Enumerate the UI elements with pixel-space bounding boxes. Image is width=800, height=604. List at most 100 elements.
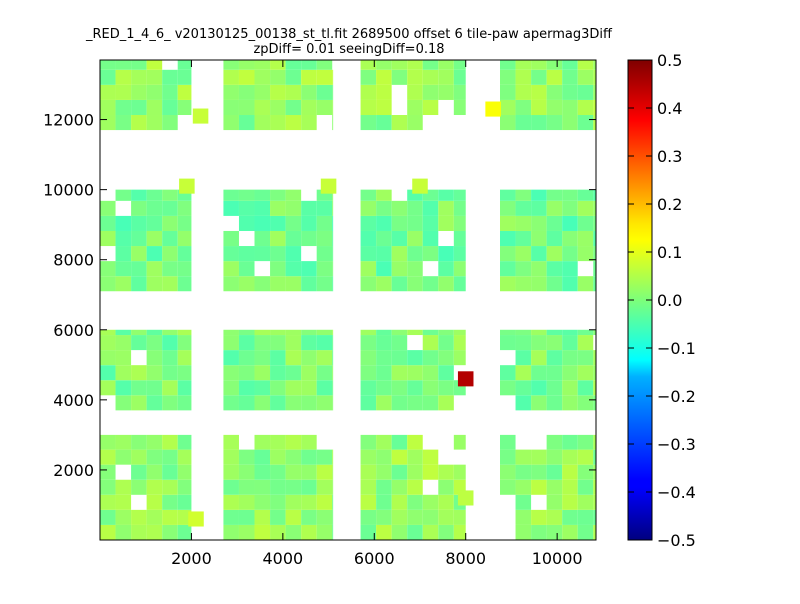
heatmap-cell — [316, 84, 333, 100]
heatmap-cell — [270, 335, 286, 351]
heatmap-cell — [177, 449, 192, 465]
heatmap-cell — [376, 200, 392, 216]
heatmap-cell — [301, 69, 317, 85]
heatmap-cell — [562, 84, 578, 100]
heatmap-cell — [285, 276, 302, 292]
heatmap-cell — [376, 434, 392, 450]
heatmap-cell — [131, 246, 147, 262]
heatmap-cell — [100, 230, 116, 247]
heatmap-cell — [301, 60, 317, 70]
heatmap-cell — [376, 99, 392, 116]
heatmap-cell — [407, 494, 423, 510]
heatmap-cell — [254, 230, 271, 247]
heatmap-cell — [146, 380, 163, 396]
heatmap-cell — [270, 230, 286, 247]
heatmap-cell — [254, 115, 271, 131]
heatmap-cell — [376, 69, 392, 85]
heatmap-cell — [162, 509, 178, 525]
heatmap-cell — [577, 494, 594, 510]
heatmap-cell — [238, 261, 255, 277]
heatmap-cell — [301, 230, 317, 247]
heatmap-cell — [531, 246, 547, 262]
heatmap-cell — [500, 479, 516, 495]
heatmap-cell — [562, 69, 578, 85]
heatmap-cell — [546, 215, 563, 231]
heatmap-cell — [131, 335, 147, 351]
heatmap-cell — [162, 449, 178, 465]
heatmap-cell — [391, 434, 408, 450]
heatmap-cell — [407, 215, 423, 231]
heatmap-cell — [577, 350, 594, 366]
heatmap-cell — [301, 365, 317, 381]
heatmap-cell — [360, 115, 377, 131]
heatmap-cell — [146, 60, 163, 70]
heatmap-cell — [162, 99, 178, 116]
heatmap-cell — [254, 350, 271, 366]
heatmap-cell — [285, 479, 302, 495]
heatmap-cell — [500, 200, 516, 216]
heatmap-cell — [546, 60, 563, 70]
heatmap-cell — [238, 494, 255, 510]
heatmap-cell — [301, 215, 317, 231]
heatmap-cell — [562, 434, 578, 450]
heatmap-cell — [223, 200, 239, 216]
heatmap-cell — [531, 276, 547, 292]
heatmap-cell — [131, 189, 147, 201]
heatmap-cell — [162, 230, 178, 247]
heatmap-cell — [223, 479, 239, 495]
heatmap-cell — [391, 509, 408, 525]
heatmap-cell — [515, 60, 532, 70]
heatmap-cell — [162, 69, 178, 85]
heatmap-cell — [177, 329, 192, 336]
heatmap-cell — [546, 276, 563, 292]
heatmap-cell — [360, 479, 377, 495]
heatmap-cell — [100, 380, 116, 396]
heatmap-cell — [391, 215, 408, 231]
heatmap-cell — [515, 350, 532, 366]
heatmap-cell — [376, 335, 392, 351]
heatmap-cell — [162, 464, 178, 480]
heatmap-cell — [562, 99, 578, 116]
heatmap-cell — [285, 230, 302, 247]
heatmap-cell — [146, 200, 163, 216]
heatmap-cell — [500, 189, 516, 201]
heatmap-cell — [546, 189, 563, 201]
heatmap-cell — [360, 449, 377, 465]
heatmap-cell — [238, 276, 255, 292]
heatmap-cell — [332, 365, 334, 381]
heatmap-cell — [146, 69, 163, 85]
heatmap-cell — [562, 464, 578, 480]
heatmap-cell — [360, 380, 377, 396]
heatmap-cell — [100, 261, 116, 277]
heatmap-cell — [407, 329, 423, 336]
heatmap-cell — [546, 230, 563, 247]
heatmap-cell — [422, 189, 439, 201]
heatmap-cell — [546, 524, 563, 540]
heatmap-cell — [115, 509, 132, 525]
heatmap-cell — [332, 261, 334, 277]
heatmap-cell — [438, 524, 454, 540]
heatmap-cell — [562, 494, 578, 510]
heatmap-cell — [562, 509, 578, 525]
heatmap-cell — [577, 215, 594, 231]
heatmap-cell — [577, 69, 594, 85]
heatmap-cell — [422, 335, 439, 351]
heatmap-cell — [500, 365, 516, 381]
colorbar-tick-label: 0.0 — [657, 291, 682, 310]
heatmap-cell — [115, 395, 132, 411]
heatmap-cell — [146, 189, 163, 201]
heatmap-cell — [301, 494, 317, 510]
heatmap-cell — [316, 99, 333, 116]
heatmap-cell — [162, 395, 178, 411]
heatmap-cell — [422, 464, 439, 480]
heatmap-cell — [407, 115, 423, 131]
heatmap-cell — [376, 189, 392, 201]
heatmap-cell — [360, 329, 377, 336]
heatmap-cell — [177, 246, 192, 262]
heatmap-cell — [593, 60, 596, 70]
heatmap-cell — [316, 276, 333, 292]
heatmap-cell — [285, 509, 302, 525]
heatmap-cell — [438, 509, 454, 525]
heatmap-cell — [562, 449, 578, 465]
